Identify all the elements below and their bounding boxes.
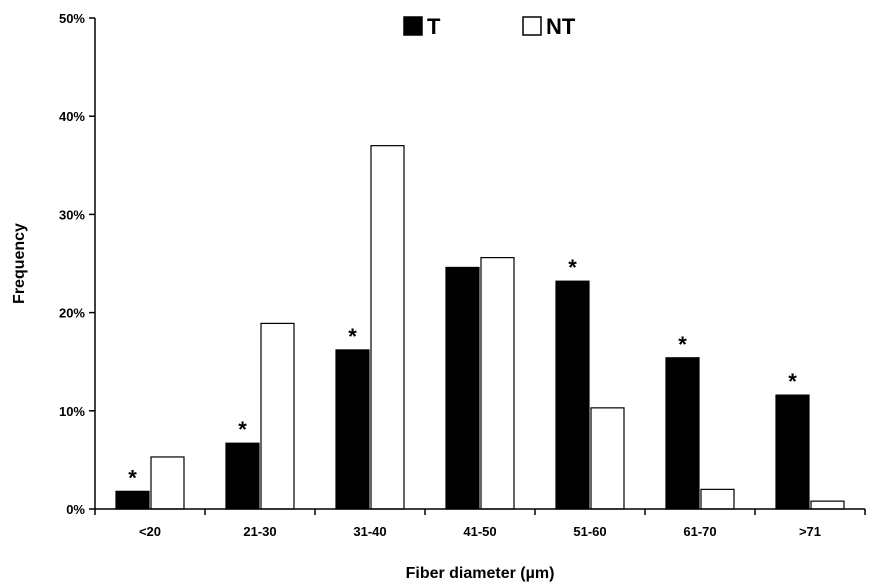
y-tick-label: 10%: [59, 404, 85, 419]
significance-star: *: [348, 324, 357, 349]
x-axis-tick-labels: <20 21-30 31-40 41-50 51-60 61-70 >71: [94, 509, 866, 539]
bar-nt: [590, 407, 625, 510]
y-axis-ticks: 0% 10% 20% 30% 40% 50%: [59, 11, 95, 517]
y-tick-label: 0%: [66, 502, 85, 517]
bar-nt: [370, 145, 405, 510]
bar-nt: [700, 488, 735, 510]
x-tick-label: 31-40: [353, 524, 386, 539]
x-tick-label: 51-60: [573, 524, 606, 539]
legend: T NT: [403, 14, 576, 39]
legend-label-nt: NT: [546, 14, 576, 39]
significance-markers: * * * * * *: [128, 255, 797, 490]
bars: [115, 145, 845, 510]
legend-swatch-t: [403, 16, 423, 36]
x-tick-label: <20: [139, 524, 161, 539]
significance-star: *: [568, 255, 577, 280]
y-tick-label: 30%: [59, 207, 85, 222]
bar-t: [115, 490, 150, 510]
significance-star: *: [128, 465, 137, 490]
significance-star: *: [788, 369, 797, 394]
bar-t: [225, 442, 260, 510]
legend-label-t: T: [427, 14, 441, 39]
x-tick-label: 41-50: [463, 524, 496, 539]
legend-swatch-nt: [522, 16, 542, 36]
significance-star: *: [238, 417, 247, 442]
x-tick-label: 21-30: [243, 524, 276, 539]
bar-t: [335, 349, 370, 510]
y-axis-title: Frequency: [11, 223, 28, 304]
significance-star: *: [678, 332, 687, 357]
bar-nt: [810, 500, 845, 510]
y-tick-label: 40%: [59, 109, 85, 124]
bar-t: [445, 266, 480, 510]
x-tick-label: >71: [799, 524, 821, 539]
bar-nt: [260, 322, 295, 510]
bar-nt: [150, 456, 185, 510]
x-axis-title: Fiber diameter (µm): [406, 565, 555, 582]
y-tick-label: 20%: [59, 306, 85, 321]
bar-nt: [480, 257, 515, 510]
y-tick-label: 50%: [59, 11, 85, 26]
bar-t: [665, 357, 700, 510]
bar-t: [775, 394, 810, 510]
bar-t: [555, 280, 590, 510]
x-tick-label: 61-70: [683, 524, 716, 539]
